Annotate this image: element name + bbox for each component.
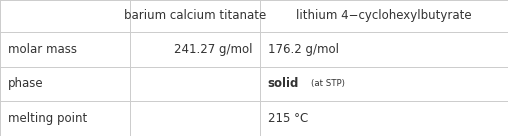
Text: phase: phase [8, 78, 43, 90]
Text: solid: solid [268, 78, 299, 90]
Text: molar mass: molar mass [8, 43, 77, 56]
Text: lithium 4−cyclohexylbutyrate: lithium 4−cyclohexylbutyrate [296, 10, 472, 22]
Text: 176.2 g/mol: 176.2 g/mol [268, 43, 339, 56]
Text: melting point: melting point [8, 112, 87, 125]
Text: barium calcium titanate: barium calcium titanate [124, 10, 266, 22]
Text: 241.27 g/mol: 241.27 g/mol [174, 43, 252, 56]
Text: 215 °C: 215 °C [268, 112, 308, 125]
Text: (at STP): (at STP) [311, 79, 345, 89]
